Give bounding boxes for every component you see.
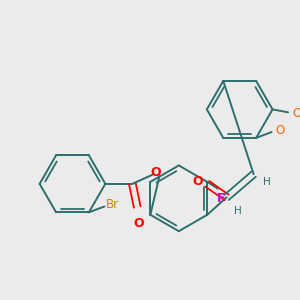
Text: O: O — [192, 176, 203, 188]
Text: F: F — [217, 192, 225, 205]
Text: H: H — [263, 177, 271, 187]
Text: Br: Br — [106, 198, 119, 211]
Text: H: H — [234, 206, 242, 216]
Text: O: O — [134, 217, 145, 230]
Text: O: O — [150, 166, 161, 179]
Text: O: O — [275, 124, 285, 136]
Text: O: O — [292, 107, 300, 120]
